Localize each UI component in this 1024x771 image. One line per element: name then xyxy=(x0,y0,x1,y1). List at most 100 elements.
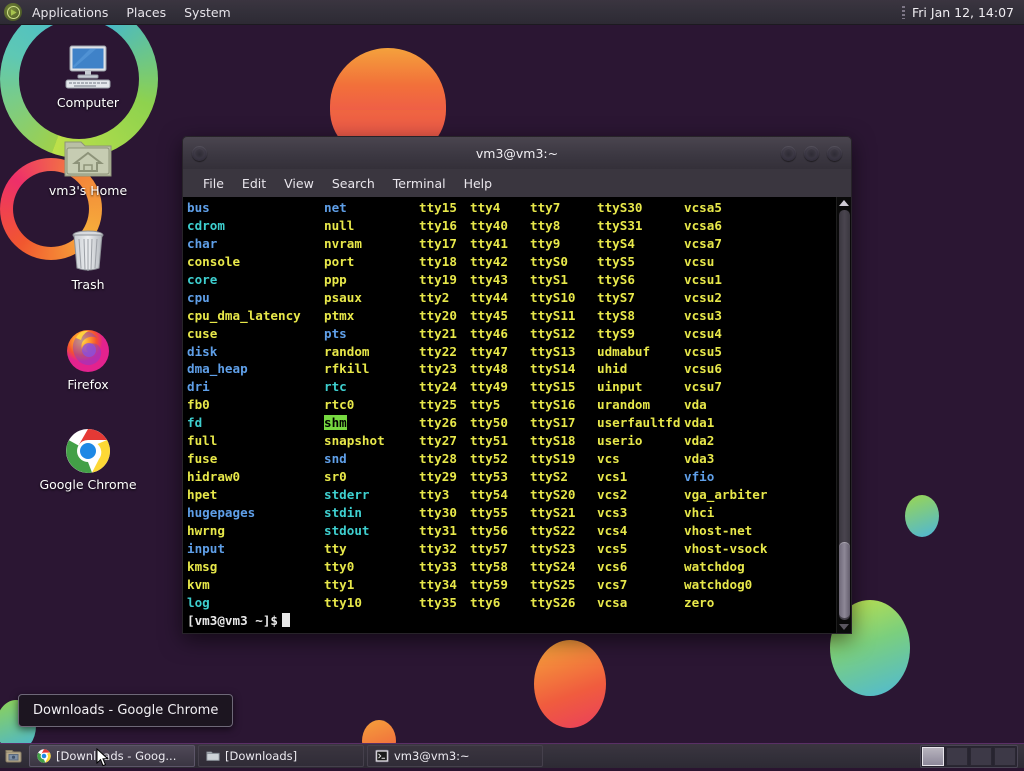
menu-help[interactable]: Help xyxy=(463,175,493,191)
terminal-column-cell: ttyS16 xyxy=(530,396,597,414)
terminal-entry: vcsa xyxy=(597,594,628,610)
workspace-3[interactable] xyxy=(970,746,992,766)
terminal-entry: vcs5 xyxy=(597,540,628,556)
scroll-down-icon[interactable] xyxy=(839,624,849,630)
scrollbar-track[interactable] xyxy=(838,210,850,620)
terminal-column-cell: pts xyxy=(324,325,419,343)
terminal-column-cell: bus xyxy=(187,199,324,217)
terminal-entry: tty59 xyxy=(470,576,508,592)
terminal-entry: tty46 xyxy=(470,325,508,341)
terminal-column-cell: ttyS12 xyxy=(530,325,597,343)
terminal-entry: ttyS11 xyxy=(530,307,576,323)
terminal-column-cell: ttyS23 xyxy=(530,540,597,558)
terminal-entry: tty44 xyxy=(470,289,508,305)
terminal-entry: vcs4 xyxy=(597,522,628,538)
terminal-column-cell: rtc xyxy=(324,378,419,396)
show-desktop-icon[interactable] xyxy=(3,746,25,766)
terminal-column-cell: uinput xyxy=(597,378,684,396)
terminal-column-cell: ppp xyxy=(324,271,419,289)
terminal-entry: ttyS6 xyxy=(597,271,635,287)
clock-area[interactable]: Fri Jan 12, 14:07 xyxy=(902,5,1014,20)
menu-view[interactable]: View xyxy=(284,175,314,191)
terminal-entry: tty1 xyxy=(324,576,355,592)
terminal-column-cell: ttyS18 xyxy=(530,432,597,450)
terminal-titlebar[interactable]: vm3@vm3:~ xyxy=(182,136,852,169)
terminal-line: kmsg tty0 tty33 tty58 ttyS24 vcs6 watchdog xyxy=(187,558,836,576)
terminal-column-cell: snapshot xyxy=(324,432,419,450)
terminal-column-cell: tty34 xyxy=(419,576,470,594)
terminal-column-cell: stderr xyxy=(324,486,419,504)
desktop-icon-computer[interactable]: Computer xyxy=(36,40,140,110)
terminal-entry: tty58 xyxy=(470,558,508,574)
scrollbar-thumb[interactable] xyxy=(838,542,850,618)
terminal-line: hwrng stdout tty31 tty56 ttyS22 vcs4 vhost-net xyxy=(187,522,836,540)
terminal-line: console port tty18 tty42 ttyS0 ttyS5 vcsu xyxy=(187,253,836,271)
terminal-entry: shm xyxy=(324,415,347,431)
terminal-column-cell: dma_heap xyxy=(187,360,324,378)
menu-file[interactable]: File xyxy=(203,175,224,191)
desktop-icon-trash[interactable]: Trash xyxy=(36,222,140,292)
terminal-column-cell: userio xyxy=(597,432,684,450)
terminal-entry: vhost-vsock xyxy=(684,540,768,556)
workspace-switcher[interactable] xyxy=(920,744,1018,768)
menu-edit[interactable]: Edit xyxy=(241,175,267,191)
terminal-column-cell: tty xyxy=(324,540,419,558)
terminal-entry: vcs2 xyxy=(597,487,628,502)
close-button[interactable] xyxy=(827,145,842,161)
terminal-entry: ttyS14 xyxy=(530,361,576,377)
desktop-icon-firefox[interactable]: Firefox xyxy=(36,322,140,392)
terminal-entry: stdin xyxy=(324,504,362,520)
terminal-entry: tty41 xyxy=(470,235,508,251)
workspace-2[interactable] xyxy=(946,746,968,766)
menu-places[interactable]: Places xyxy=(126,4,167,20)
workspace-1[interactable] xyxy=(922,746,944,766)
tooltip-text: Downloads - Google Chrome xyxy=(33,703,219,718)
terminal-entry: vcsu6 xyxy=(684,361,722,377)
terminal-body[interactable]: bus net tty15 tty4 tty7 ttyS30 vcsa5 cdrom null t… xyxy=(182,197,852,634)
terminal-entry: watchdog xyxy=(684,558,745,574)
terminal-entry: snd xyxy=(324,451,347,467)
gnome-foot-icon[interactable] xyxy=(4,3,22,21)
terminal-column-cell: vcs xyxy=(597,450,684,468)
terminal-column-cell: tty57 xyxy=(470,540,530,558)
terminal-prompt-line[interactable]: [vm3@vm3 ~]$ xyxy=(187,612,836,630)
taskbar-item-downloads[interactable]: [Downloads] xyxy=(198,745,364,767)
terminal-entry: hwrng xyxy=(187,522,225,538)
workspace-4[interactable] xyxy=(994,746,1016,766)
terminal-output[interactable]: bus net tty15 tty4 tty7 ttyS30 vcsa5 cdrom null t… xyxy=(183,197,836,633)
terminal-column-cell: tty19 xyxy=(419,271,470,289)
terminal-scrollbar[interactable] xyxy=(836,197,851,633)
terminal-entry: tty40 xyxy=(470,217,508,233)
taskbar-item-chrome[interactable]: [Downloads - Goog... xyxy=(29,745,195,767)
terminal-window[interactable]: vm3@vm3:~ File Edit View Search Terminal… xyxy=(182,136,852,634)
menu-terminal[interactable]: Terminal xyxy=(392,175,446,191)
desktop-icon-chrome[interactable]: Google Chrome xyxy=(36,422,140,492)
terminal-entry: net xyxy=(324,200,347,215)
terminal-column-cell: vcsu6 xyxy=(684,360,794,378)
terminal-column-cell: vhost-vsock xyxy=(684,540,794,558)
terminal-entry: ptmx xyxy=(324,307,355,323)
terminal-entry: dri xyxy=(187,379,210,395)
terminal-entry: cuse xyxy=(187,325,218,341)
terminal-entry: ttyS31 xyxy=(597,217,643,233)
menu-applications[interactable]: Applications xyxy=(32,4,109,20)
terminal-entry: tty0 xyxy=(324,558,355,574)
terminal-column-cell: tty58 xyxy=(470,558,530,576)
menu-search[interactable]: Search xyxy=(331,175,375,191)
maximize-button[interactable] xyxy=(804,145,819,161)
desktop-icon-home[interactable]: vm3's Home xyxy=(36,128,140,198)
terminal-entry: tty28 xyxy=(419,451,457,467)
terminal-column-cell: ttyS4 xyxy=(597,235,684,253)
terminal-entry: log xyxy=(187,594,210,610)
terminal-entry: kmsg xyxy=(187,558,218,574)
terminal-entry: tty30 xyxy=(419,504,457,520)
top-panel: Applications Places System Fri Jan 12, 1… xyxy=(0,0,1024,25)
scroll-up-icon[interactable] xyxy=(839,200,849,206)
window-menu-button[interactable] xyxy=(192,145,207,161)
terminal-column-cell: cuse xyxy=(187,325,324,343)
menu-system[interactable]: System xyxy=(184,4,231,20)
minimize-button[interactable] xyxy=(781,145,796,161)
taskbar-item-terminal[interactable]: vm3@vm3:~ xyxy=(367,745,543,767)
terminal-column-cell: tty56 xyxy=(470,522,530,540)
